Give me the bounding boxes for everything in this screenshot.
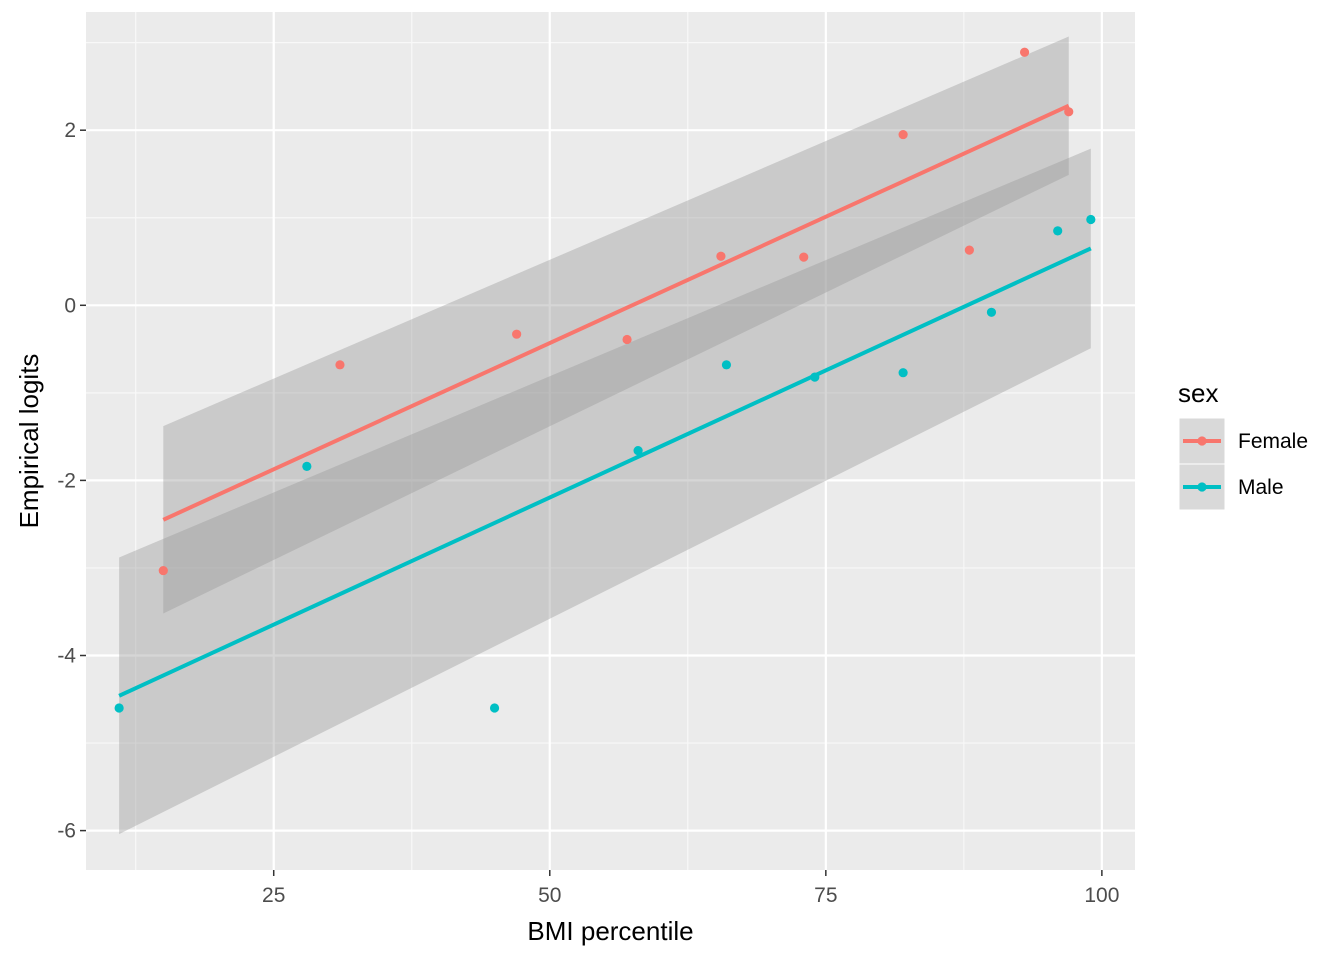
data-point-male bbox=[633, 446, 643, 456]
data-point-female bbox=[964, 245, 974, 255]
confidence-band-female bbox=[163, 36, 1069, 614]
data-point-female bbox=[799, 252, 809, 262]
y-tick-label: 0 bbox=[64, 294, 76, 317]
x-tick-label: 100 bbox=[1084, 884, 1119, 907]
data-point-male bbox=[810, 372, 820, 382]
data-point-female bbox=[158, 565, 168, 576]
legend-point-female bbox=[1197, 436, 1207, 446]
data-point-male bbox=[986, 307, 997, 317]
legend-title: sex bbox=[1178, 378, 1218, 408]
confidence-band-male bbox=[119, 148, 1091, 835]
y-tick-label: 2 bbox=[64, 119, 76, 142]
data-point-male bbox=[302, 461, 312, 471]
axes: 25 50 75 100 -6 -4 -2 0 2 bbox=[57, 119, 1119, 907]
y-tick-label: -4 bbox=[57, 645, 76, 668]
x-tick-label: 75 bbox=[814, 884, 837, 907]
data-point-female bbox=[622, 334, 632, 345]
data-point-male bbox=[898, 368, 908, 378]
data-point-female bbox=[1019, 47, 1030, 57]
data-point-male bbox=[489, 703, 500, 713]
x-tick-label: 25 bbox=[262, 884, 285, 907]
y-tick-label: -2 bbox=[57, 469, 76, 492]
fit-line-male bbox=[118, 246, 1092, 698]
data-point-female bbox=[1064, 107, 1074, 117]
data-point-female bbox=[716, 251, 726, 261]
data-point-female bbox=[335, 360, 345, 370]
confidence-bands bbox=[119, 36, 1091, 835]
fit-lines bbox=[118, 103, 1092, 698]
data-point-male bbox=[1086, 214, 1096, 225]
data-point-male bbox=[721, 360, 732, 370]
data-points bbox=[114, 47, 1096, 713]
legend-label-female: Female bbox=[1238, 430, 1308, 453]
y-axis-title: Empirical logits bbox=[14, 354, 44, 529]
data-point-male bbox=[114, 703, 124, 713]
data-point-female bbox=[512, 329, 522, 339]
legend: sex Female Male bbox=[1178, 378, 1308, 511]
y-tick-label: -6 bbox=[57, 820, 76, 843]
grid-lines bbox=[86, 12, 1135, 870]
legend-point-male bbox=[1197, 482, 1207, 492]
data-point-female bbox=[898, 129, 908, 140]
legend-label-male: Male bbox=[1238, 476, 1284, 499]
x-axis-title: BMI percentile bbox=[527, 916, 693, 946]
data-point-male bbox=[1053, 226, 1063, 236]
x-tick-label: 50 bbox=[538, 884, 561, 907]
fit-line-female bbox=[162, 103, 1070, 522]
